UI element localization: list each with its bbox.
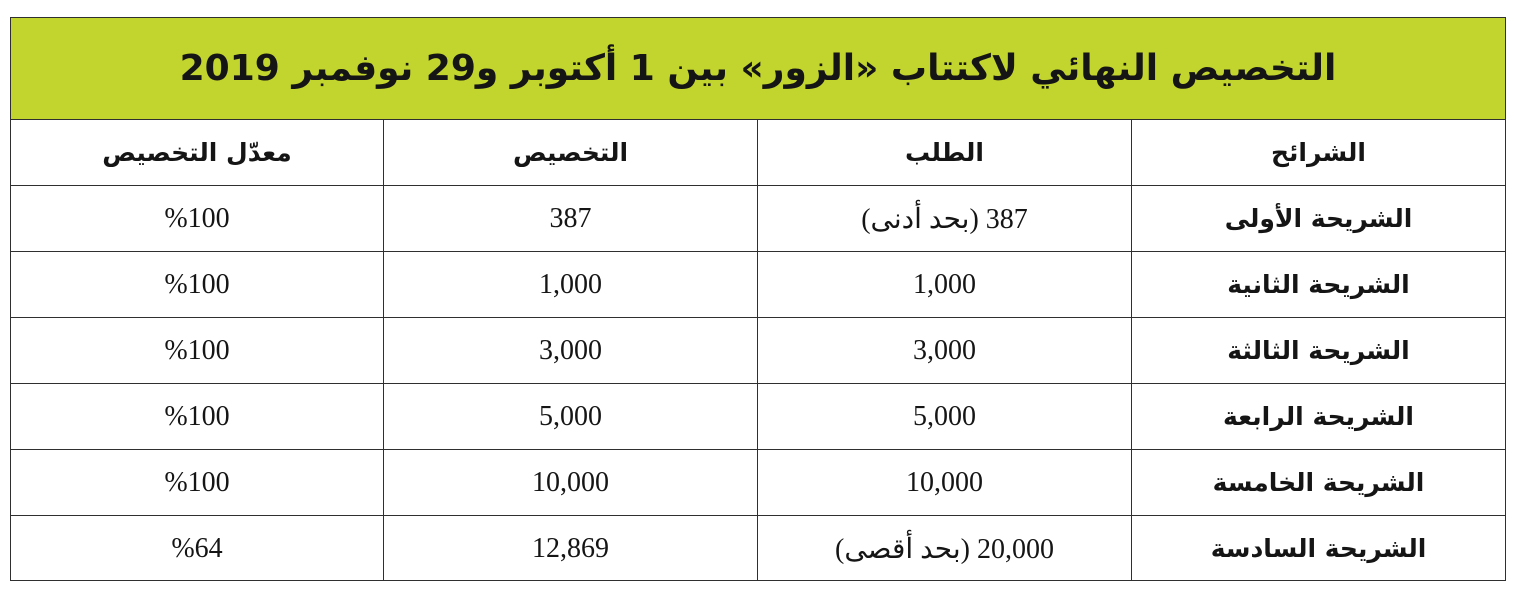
- demand-cell: 10,000: [757, 449, 1132, 516]
- rate-cell: %100: [11, 449, 384, 516]
- allocation-table: الشرائح الطلب التخصيص معدّل التخصيص الشر…: [11, 120, 1505, 581]
- allocation-cell: 1,000: [383, 251, 758, 318]
- rate-cell: %64: [171, 532, 223, 564]
- column-header-allocation: التخصيص: [383, 120, 758, 186]
- table-row: الشريحة السادسة 20,000 (بحد أقصى) 12,869…: [11, 515, 1505, 581]
- rate-cell: %100: [11, 251, 384, 318]
- rate-cell: %100: [11, 317, 384, 384]
- demand-cell: 20,000 (بحد أقصى): [757, 515, 1132, 581]
- table-row: الشريحة الثالثة 3,000 3,000 %100: [11, 317, 1505, 384]
- allocation-cell: 387: [383, 185, 758, 252]
- demand-cell: 387 (بحد أدنى): [757, 185, 1132, 252]
- demand-cell: 5,000: [757, 383, 1132, 450]
- column-header-demand: الطلب: [757, 120, 1132, 186]
- column-header-allocation-rate: معدّل التخصيص: [11, 120, 384, 186]
- rate-cell: %100: [11, 185, 384, 252]
- table-row: الشريحة الثانية 1,000 1,000 %100: [11, 251, 1505, 318]
- tranche-cell: الشريحة الثانية: [1131, 251, 1505, 318]
- column-header-tranches: الشرائح: [1131, 120, 1505, 186]
- allocation-cell: 10,000: [383, 449, 758, 516]
- table-row: الشريحة الخامسة 10,000 10,000 %100: [11, 449, 1505, 516]
- table-title: التخصيص النهائي لاكتتاب «الزور» بين 1 أك…: [11, 18, 1505, 120]
- demand-cell: 3,000: [757, 317, 1132, 384]
- rate-cell: %100: [11, 383, 384, 450]
- table-row: الشريحة الأولى 387 (بحد أدنى) 387 %100: [11, 185, 1505, 252]
- table-row: الشريحة الرابعة 5,000 5,000 %100: [11, 383, 1505, 450]
- allocation-cell: 12,869: [383, 515, 758, 581]
- tranche-cell: الشريحة الخامسة: [1131, 449, 1505, 516]
- tranche-cell: الشريحة السادسة: [1131, 515, 1505, 581]
- tranche-cell: الشريحة الأولى: [1131, 185, 1505, 252]
- allocation-cell: 3,000: [383, 317, 758, 384]
- allocation-cell: 5,000: [383, 383, 758, 450]
- tranche-cell: الشريحة الثالثة: [1131, 317, 1505, 384]
- allocation-table-frame: التخصيص النهائي لاكتتاب «الزور» بين 1 أك…: [10, 17, 1506, 581]
- header-row: الشرائح الطلب التخصيص معدّل التخصيص: [11, 120, 1505, 186]
- demand-cell: 1,000: [757, 251, 1132, 318]
- tranche-cell: الشريحة الرابعة: [1131, 383, 1505, 450]
